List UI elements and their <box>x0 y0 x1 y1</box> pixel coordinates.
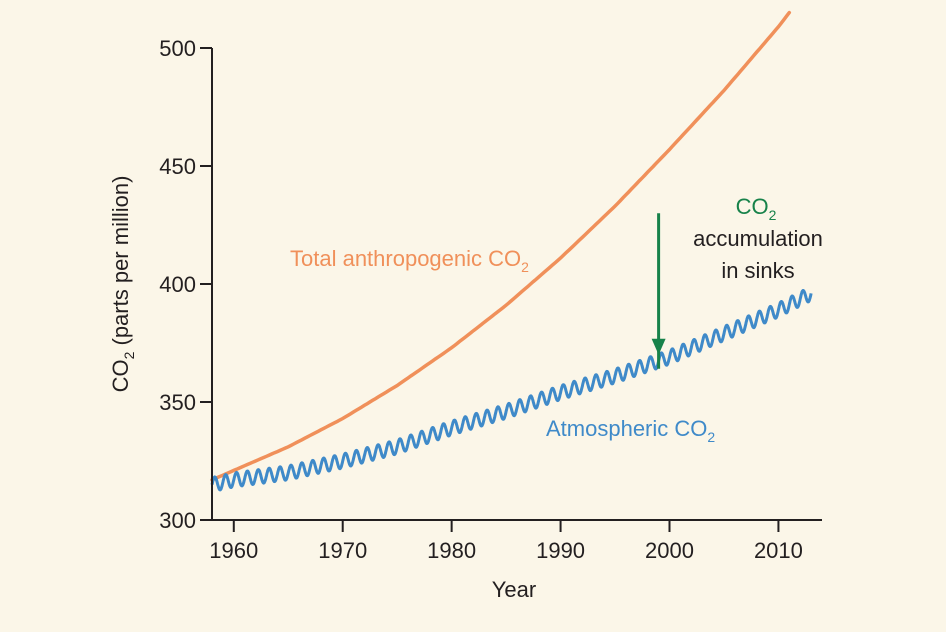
x-tick-label: 1970 <box>318 538 367 563</box>
y-tick-label: 350 <box>159 390 196 415</box>
y-tick-label: 400 <box>159 272 196 297</box>
annotation-sinks-text: CO2 accumulation in sinks <box>693 194 823 283</box>
series-line-total-anthropogenic <box>210 10 792 482</box>
annotation-line-2: accumulation <box>693 226 823 251</box>
series-line-atmospheric <box>210 289 813 492</box>
y-axis-title: CO2 (parts per million) <box>108 176 137 393</box>
axes-layer: 300 350 400 450 500 1960 1970 1980 1990 2000 2010 <box>159 36 822 563</box>
series-layer <box>210 10 813 492</box>
x-tick-label: 1960 <box>209 538 258 563</box>
y-tick-label: 450 <box>159 154 196 179</box>
legend-label-atmospheric: Atmospheric CO2 <box>546 416 715 445</box>
x-tick-label: 1990 <box>536 538 585 563</box>
annotation-line-3: in sinks <box>721 258 794 283</box>
y-tick-label: 500 <box>159 36 196 61</box>
x-tick-label: 2010 <box>754 538 803 563</box>
annotation-arrow-head <box>651 338 666 355</box>
legend-label-total-anthropogenic: Total anthropogenic CO2 <box>290 246 529 275</box>
x-tick-label: 1980 <box>427 538 476 563</box>
x-tick-label: 2000 <box>645 538 694 563</box>
annotation-line-1: CO2 <box>736 194 777 223</box>
y-tick-label: 300 <box>159 508 196 533</box>
x-axis-title: Year <box>492 577 536 602</box>
